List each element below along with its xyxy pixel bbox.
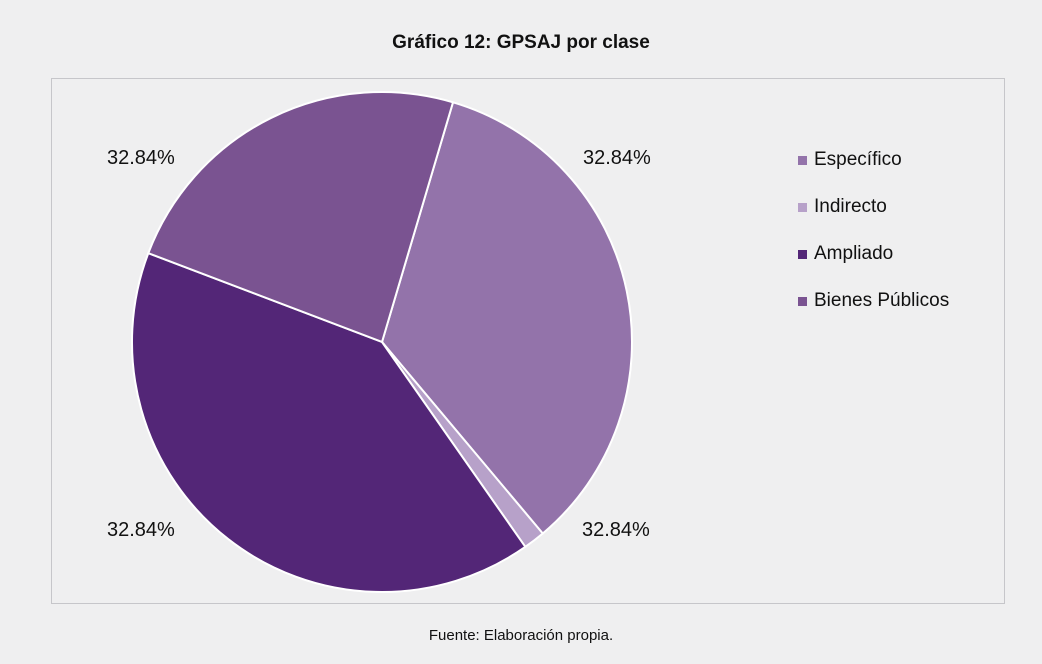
- legend-swatch-especifico: [798, 155, 807, 165]
- data-label-bienes-publicos: 32.84%: [107, 147, 175, 169]
- source-note: Fuente: Elaboración propia.: [428, 627, 614, 644]
- legend-label-bienes-publicos: Bienes Públicos: [814, 290, 950, 311]
- legend-label-especifico: Específico: [814, 149, 902, 170]
- data-label-especifico: 32.84%: [583, 147, 651, 169]
- legend-item-bienes-publicos: Bienes Públicos: [798, 289, 949, 313]
- data-label-ampliado: 32.84%: [107, 519, 175, 541]
- legend-item-especifico: Específico: [798, 148, 949, 172]
- pie-slice-específico: [380, 101, 633, 535]
- legend-item-ampliado: Ampliado: [798, 242, 949, 266]
- legend-label-ampliado: Ampliado: [814, 243, 894, 264]
- legend-swatch-indirecto: [798, 202, 807, 212]
- chart-title: Gráfico 12: GPSAJ por clase: [392, 32, 650, 53]
- legend-swatch-bienes-publicos: [798, 296, 807, 306]
- legend-label-indirecto: Indirecto: [814, 196, 887, 217]
- legend: Específico Indirecto Ampliado Bienes Púb…: [798, 148, 949, 336]
- plot-area: [51, 78, 1005, 604]
- legend-item-indirecto: Indirecto: [798, 195, 949, 219]
- data-label-indirecto: 32.84%: [582, 519, 650, 541]
- legend-swatch-ampliado: [798, 249, 807, 259]
- pie-slice-bienes-públicos: [147, 91, 455, 344]
- pie-slice-ampliado: [130, 251, 527, 593]
